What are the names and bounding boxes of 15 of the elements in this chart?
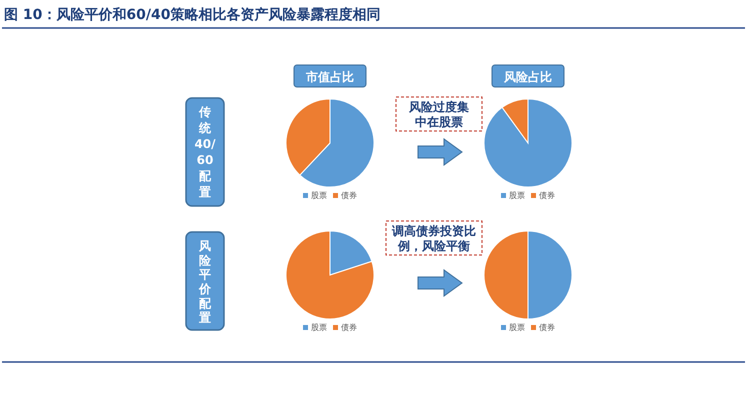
legend-label: 股票 — [311, 323, 327, 332]
chart-title: 风险占比 — [503, 70, 552, 84]
legend-label: 股票 — [509, 191, 525, 200]
legend-label: 债券 — [341, 191, 357, 200]
legend-label: 债券 — [539, 191, 555, 200]
text: 调高债券投资比例，风险平衡 — [391, 224, 476, 253]
legend-label: 债券 — [341, 323, 357, 332]
text: 风险平价配置 — [198, 239, 212, 325]
text: 图 10：风险平价和60/40策略相比各资产风险暴露程度相同 — [4, 6, 380, 23]
text: 传统40/60配置 — [194, 105, 216, 199]
chart-title: 市值占比 — [305, 70, 354, 84]
legend-label: 债券 — [539, 323, 555, 332]
legend-label: 股票 — [509, 323, 525, 332]
text: 风险过度集中在股票 — [408, 100, 469, 129]
legend-label: 股票 — [311, 191, 327, 200]
